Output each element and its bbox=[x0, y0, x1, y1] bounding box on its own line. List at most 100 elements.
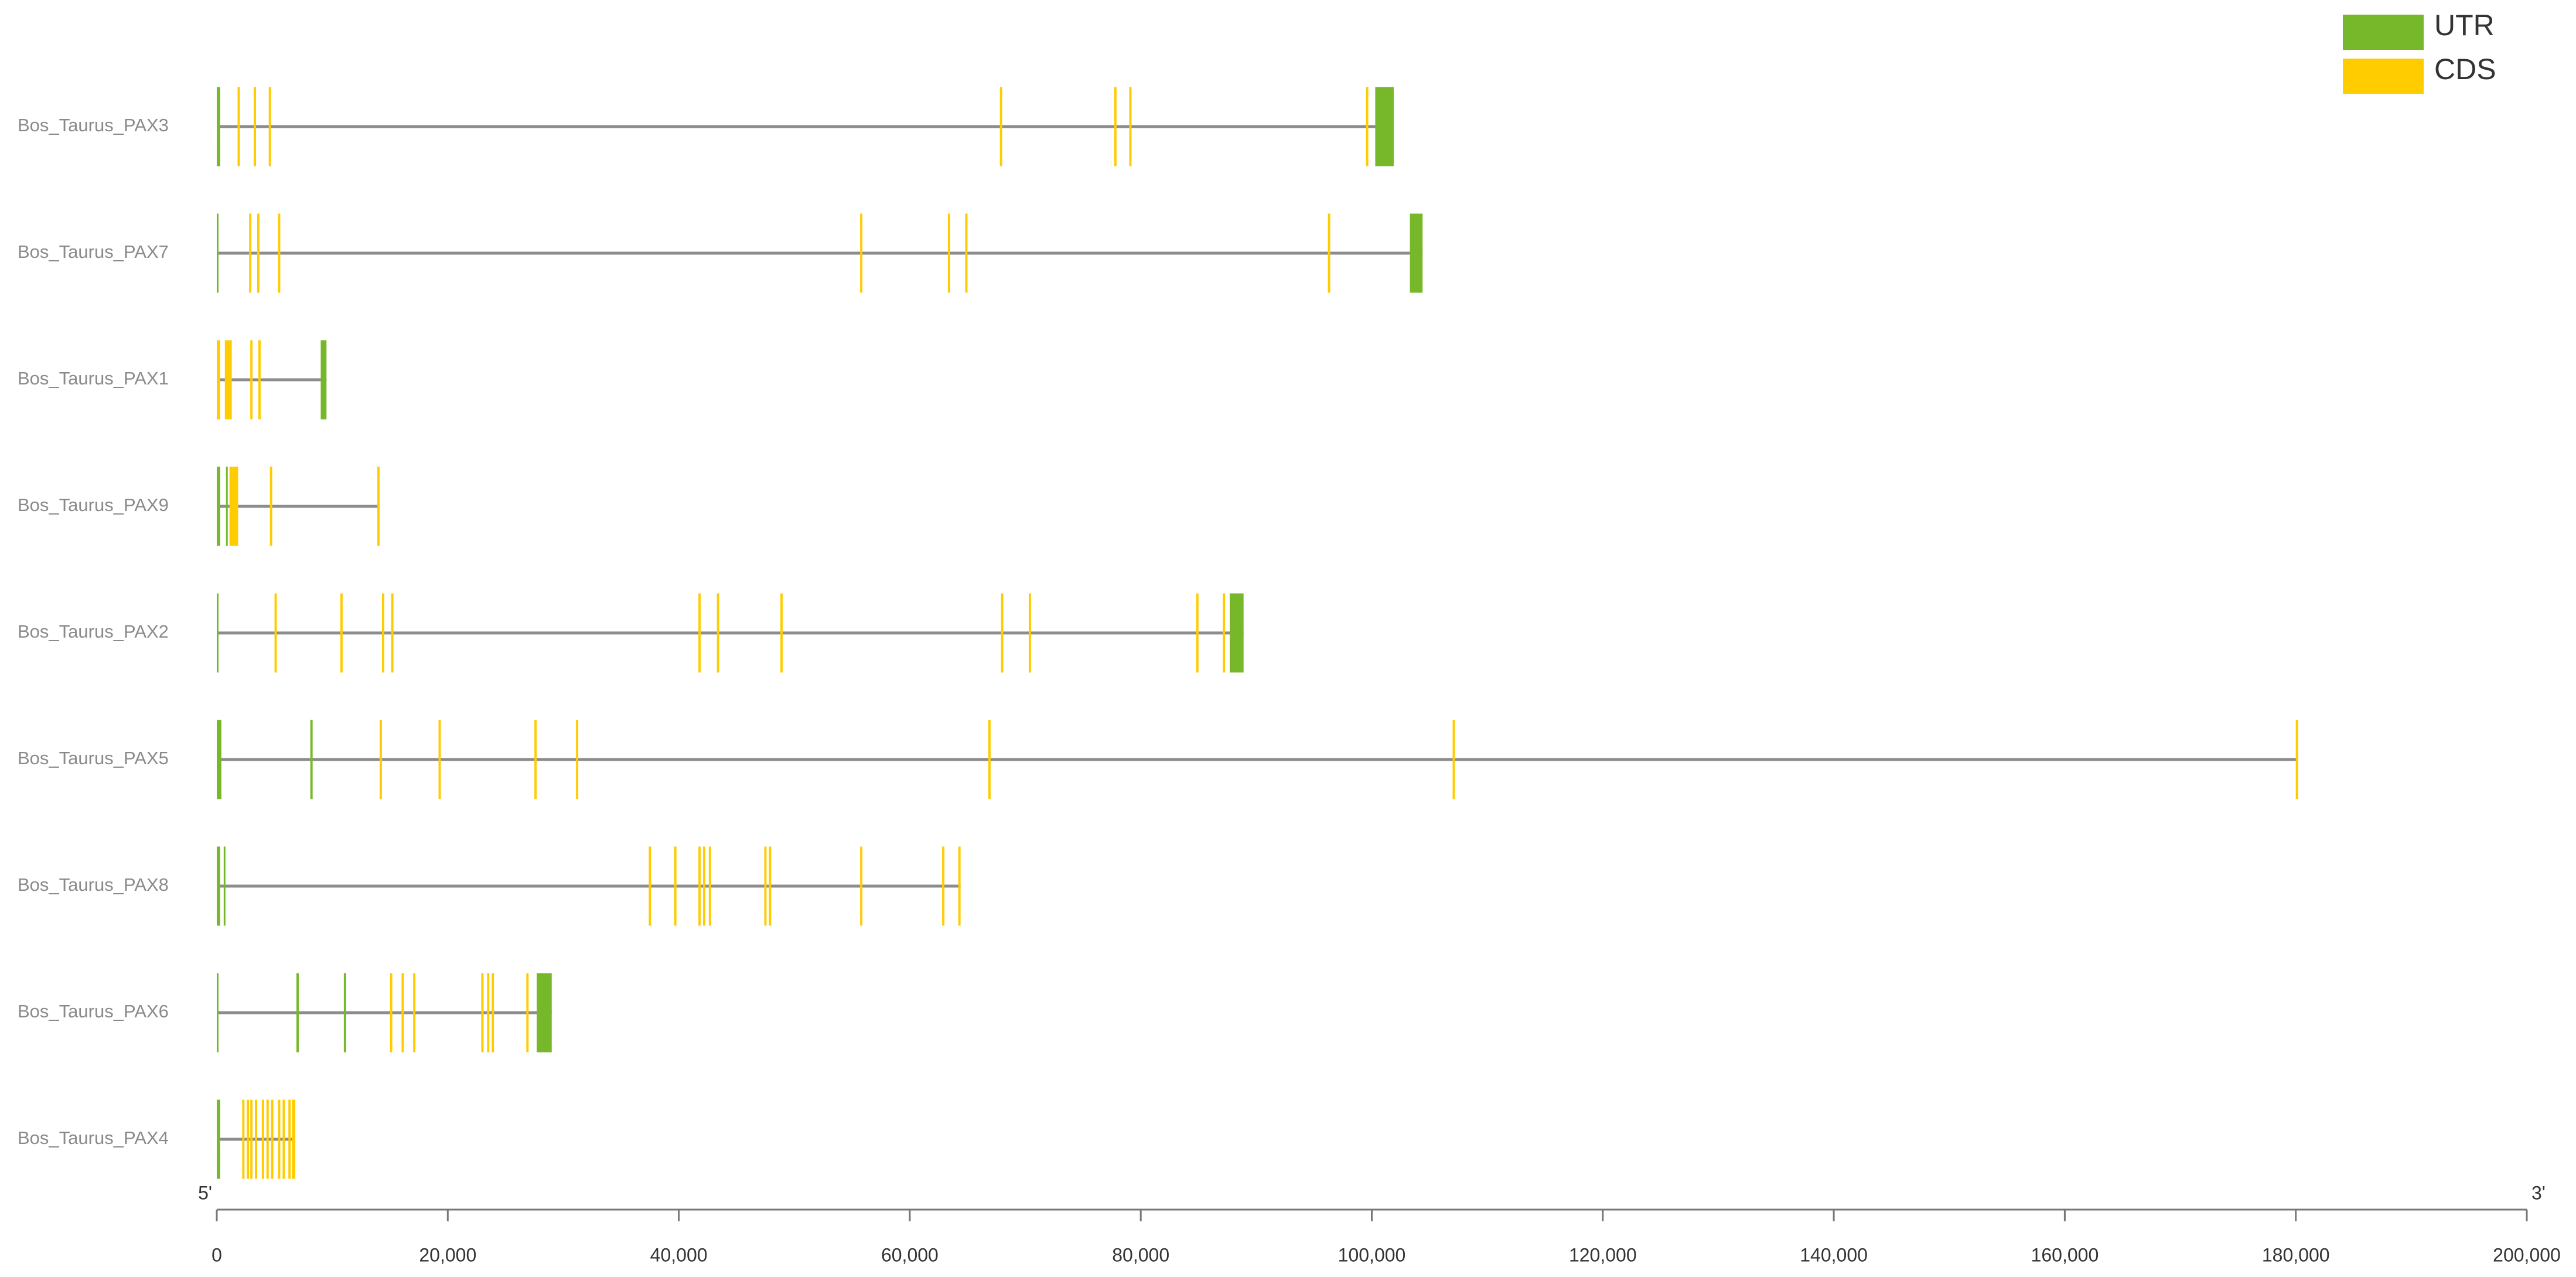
cds-block bbox=[860, 213, 863, 293]
cds-block bbox=[703, 846, 705, 926]
cds-block bbox=[1328, 213, 1330, 293]
utr-block bbox=[217, 466, 220, 546]
cds-block bbox=[942, 846, 945, 926]
cds-block bbox=[288, 1099, 291, 1179]
cds-block bbox=[257, 213, 260, 293]
utr-block bbox=[537, 973, 552, 1053]
utr-block bbox=[226, 466, 228, 546]
cds-block bbox=[698, 846, 701, 926]
cds-block bbox=[268, 87, 271, 166]
x-tick-label: 0 bbox=[211, 1244, 222, 1265]
cds-block bbox=[390, 973, 393, 1053]
utr-block bbox=[1410, 213, 1423, 293]
cds-block bbox=[340, 593, 343, 673]
cds-block bbox=[487, 973, 490, 1053]
utr-block bbox=[310, 720, 313, 799]
gene-name: Bos_Taurus_PAX4 bbox=[18, 1128, 169, 1148]
utr-block bbox=[223, 846, 226, 926]
cds-block bbox=[250, 340, 253, 420]
cds-block bbox=[391, 593, 394, 673]
cds-block bbox=[492, 973, 494, 1053]
gene-name: Bos_Taurus_PAX8 bbox=[18, 874, 169, 895]
cds-block bbox=[282, 1099, 285, 1179]
cds-block bbox=[255, 1099, 258, 1179]
utr-block bbox=[217, 973, 219, 1053]
cds-block bbox=[278, 1099, 281, 1179]
x-tick-label: 80,000 bbox=[1112, 1244, 1169, 1265]
cds-block bbox=[1114, 87, 1117, 166]
cds-block bbox=[958, 846, 961, 926]
gene-name: Bos_Taurus_PAX3 bbox=[18, 115, 169, 135]
cds-block bbox=[377, 466, 380, 546]
cds-block bbox=[716, 593, 719, 673]
gene-name: Bos_Taurus_PAX7 bbox=[18, 241, 169, 262]
cds-block bbox=[860, 846, 863, 926]
legend-label: CDS bbox=[2434, 53, 2496, 86]
cds-block bbox=[401, 973, 404, 1053]
cds-block bbox=[271, 1099, 274, 1179]
cds-block bbox=[576, 720, 579, 799]
x-tick-label: 60,000 bbox=[881, 1244, 939, 1265]
cds-block bbox=[237, 87, 240, 166]
utr-block bbox=[217, 213, 219, 293]
cds-block bbox=[258, 340, 261, 420]
gene-name: Bos_Taurus_PAX9 bbox=[18, 495, 169, 515]
cds-block bbox=[250, 1099, 253, 1179]
cds-block bbox=[769, 846, 772, 926]
utr-block bbox=[1375, 87, 1394, 166]
legend-swatch bbox=[2343, 59, 2424, 94]
cds-block bbox=[1452, 720, 1455, 799]
x-tick-label: 140,000 bbox=[1800, 1244, 1868, 1265]
cds-block bbox=[1028, 593, 1031, 673]
utr-block bbox=[217, 593, 219, 673]
x-tick-label: 180,000 bbox=[2262, 1244, 2330, 1265]
axis-end-label: 3' bbox=[2531, 1182, 2546, 1203]
gene-name: Bos_Taurus_PAX6 bbox=[18, 1001, 169, 1021]
utr-block bbox=[217, 720, 221, 799]
cds-block bbox=[526, 973, 529, 1053]
cds-block bbox=[780, 593, 783, 673]
gene-name: Bos_Taurus_PAX5 bbox=[18, 748, 169, 768]
cds-block bbox=[1129, 87, 1132, 166]
legend-swatch bbox=[2343, 15, 2424, 50]
legend-label: UTR bbox=[2434, 9, 2495, 42]
utr-block bbox=[296, 973, 299, 1053]
cds-block bbox=[947, 213, 950, 293]
cds-block bbox=[242, 1099, 245, 1179]
x-tick-label: 160,000 bbox=[2031, 1244, 2099, 1265]
cds-block bbox=[999, 87, 1002, 166]
utr-block bbox=[217, 87, 220, 166]
cds-block bbox=[1196, 593, 1199, 673]
cds-block bbox=[247, 1099, 250, 1179]
utr-block bbox=[320, 340, 327, 420]
x-tick-label: 200,000 bbox=[2493, 1244, 2561, 1265]
utr-block bbox=[343, 973, 346, 1053]
x-tick-label: 40,000 bbox=[650, 1244, 708, 1265]
cds-block bbox=[481, 973, 484, 1053]
utr-block bbox=[1230, 593, 1244, 673]
utr-block bbox=[217, 1099, 220, 1179]
cds-block bbox=[1223, 593, 1226, 673]
cds-block bbox=[269, 466, 272, 546]
cds-block bbox=[254, 87, 257, 166]
cds-block bbox=[274, 593, 277, 673]
cds-block bbox=[224, 340, 232, 420]
cds-block bbox=[1001, 593, 1004, 673]
gene-name: Bos_Taurus_PAX2 bbox=[18, 621, 169, 642]
cds-block bbox=[249, 213, 252, 293]
cds-block bbox=[292, 1099, 296, 1179]
cds-block bbox=[1366, 87, 1369, 166]
cds-block bbox=[674, 846, 677, 926]
cds-block bbox=[229, 466, 238, 546]
cds-block bbox=[988, 720, 991, 799]
cds-block bbox=[965, 213, 968, 293]
cds-block bbox=[649, 846, 651, 926]
x-tick-label: 20,000 bbox=[419, 1244, 476, 1265]
cds-block bbox=[266, 1099, 269, 1179]
cds-block bbox=[413, 973, 416, 1053]
cds-block bbox=[379, 720, 382, 799]
cds-block bbox=[278, 213, 281, 293]
cds-block bbox=[534, 720, 537, 799]
cds-block bbox=[2295, 720, 2298, 799]
